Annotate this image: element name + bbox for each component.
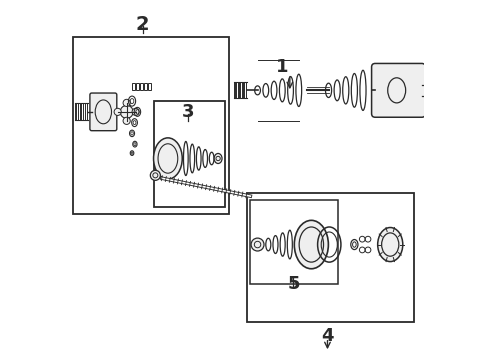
Ellipse shape xyxy=(214,153,222,163)
FancyBboxPatch shape xyxy=(371,63,425,117)
Bar xyxy=(250,200,338,284)
Bar xyxy=(140,83,143,90)
Ellipse shape xyxy=(153,138,182,179)
FancyBboxPatch shape xyxy=(90,93,117,131)
Text: 3: 3 xyxy=(181,103,194,121)
Bar xyxy=(148,83,151,90)
Bar xyxy=(136,83,139,90)
Circle shape xyxy=(114,108,122,116)
Circle shape xyxy=(123,99,130,107)
Ellipse shape xyxy=(378,228,403,262)
Circle shape xyxy=(251,238,264,251)
Circle shape xyxy=(123,117,130,125)
Bar xyxy=(73,37,229,214)
Circle shape xyxy=(150,170,160,180)
Bar xyxy=(247,193,414,321)
Bar xyxy=(144,83,147,90)
Text: 1: 1 xyxy=(276,58,289,76)
Text: 5: 5 xyxy=(287,275,300,293)
Bar xyxy=(132,83,135,90)
Circle shape xyxy=(120,105,133,118)
Ellipse shape xyxy=(294,220,328,269)
Text: 4: 4 xyxy=(321,327,334,345)
Circle shape xyxy=(132,108,139,116)
Bar xyxy=(153,101,225,207)
Text: 2: 2 xyxy=(136,14,149,33)
